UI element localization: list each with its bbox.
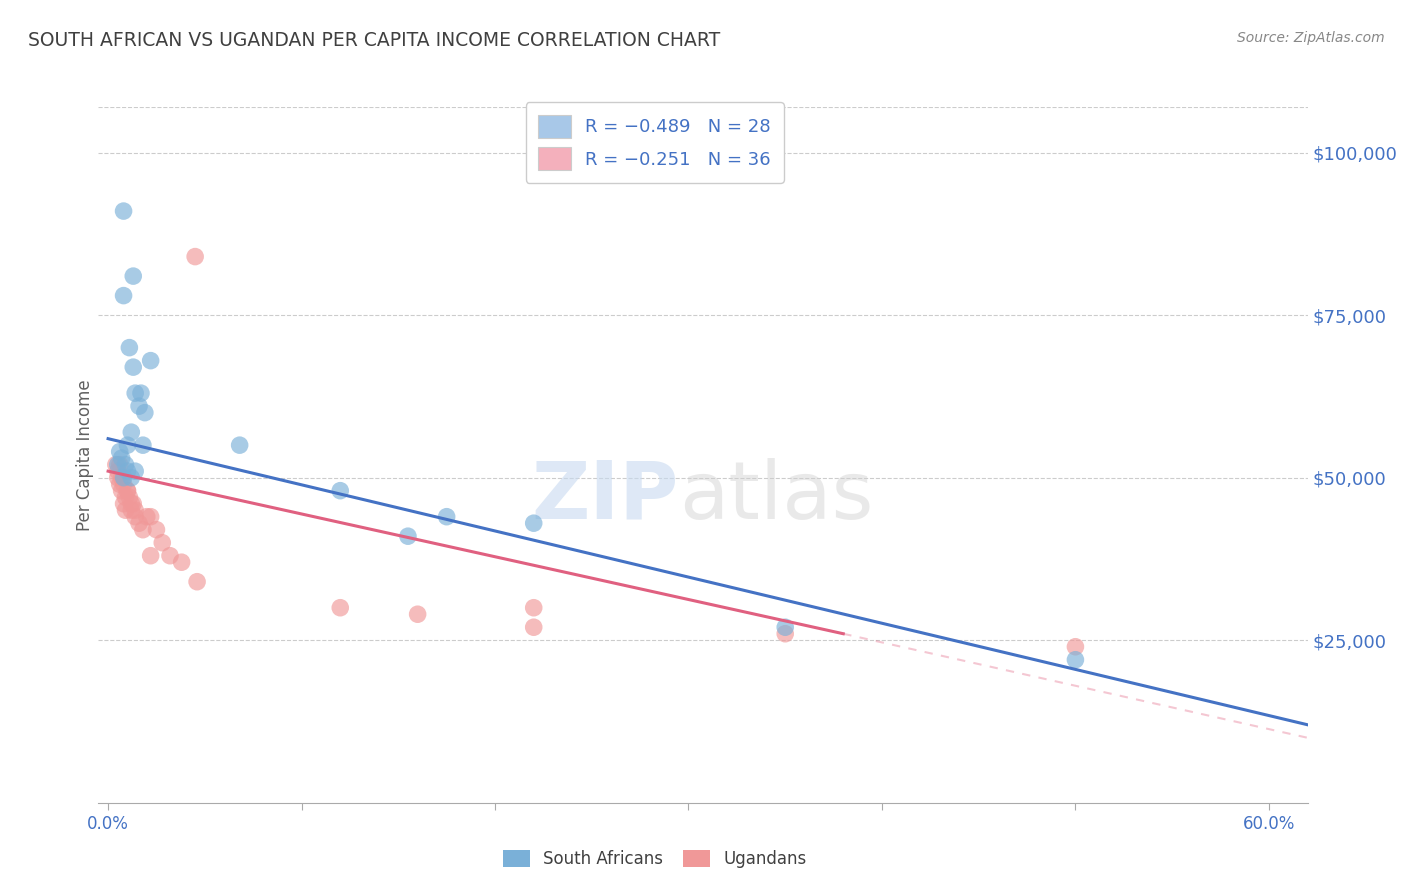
- Text: Source: ZipAtlas.com: Source: ZipAtlas.com: [1237, 31, 1385, 45]
- Point: [117, 483, 139, 498]
- Point: [134, 406, 156, 420]
- Point: [129, 386, 152, 401]
- Point: [523, 516, 546, 531]
- Point: [132, 523, 155, 537]
- Point: [111, 483, 134, 498]
- Point: [118, 490, 141, 504]
- Point: [107, 458, 129, 472]
- Text: ZIP: ZIP: [531, 458, 679, 536]
- Point: [773, 626, 796, 640]
- Point: [111, 451, 134, 466]
- Point: [135, 509, 157, 524]
- Point: [108, 458, 131, 472]
- Point: [139, 509, 162, 524]
- Point: [150, 535, 173, 549]
- Point: [114, 458, 136, 472]
- Point: [329, 600, 352, 615]
- Point: [117, 483, 139, 498]
- Point: [1064, 653, 1087, 667]
- Point: [773, 620, 796, 634]
- Point: [107, 471, 129, 485]
- Point: [114, 490, 136, 504]
- Point: [112, 471, 135, 485]
- Point: [184, 250, 207, 264]
- Point: [114, 503, 136, 517]
- Legend: South Africans, Ugandans: South Africans, Ugandans: [496, 843, 813, 874]
- Point: [186, 574, 208, 589]
- Point: [124, 509, 146, 524]
- Point: [104, 458, 127, 472]
- Point: [112, 497, 135, 511]
- Point: [159, 549, 181, 563]
- Point: [112, 477, 135, 491]
- Text: atlas: atlas: [679, 458, 873, 536]
- Point: [120, 497, 142, 511]
- Point: [396, 529, 419, 543]
- Point: [523, 600, 546, 615]
- Point: [108, 444, 131, 458]
- Point: [117, 438, 139, 452]
- Point: [128, 399, 150, 413]
- Text: SOUTH AFRICAN VS UGANDAN PER CAPITA INCOME CORRELATION CHART: SOUTH AFRICAN VS UGANDAN PER CAPITA INCO…: [28, 31, 720, 50]
- Point: [117, 464, 139, 478]
- Point: [111, 471, 134, 485]
- Point: [120, 425, 142, 439]
- Point: [122, 497, 145, 511]
- Point: [120, 503, 142, 517]
- Point: [329, 483, 352, 498]
- Point: [120, 471, 142, 485]
- Y-axis label: Per Capita Income: Per Capita Income: [76, 379, 94, 531]
- Point: [122, 269, 145, 284]
- Point: [112, 204, 135, 219]
- Point: [124, 464, 146, 478]
- Point: [118, 341, 141, 355]
- Point: [228, 438, 250, 452]
- Point: [107, 464, 129, 478]
- Point: [112, 288, 135, 302]
- Point: [145, 523, 167, 537]
- Point: [128, 516, 150, 531]
- Point: [124, 503, 146, 517]
- Point: [139, 549, 162, 563]
- Point: [406, 607, 429, 622]
- Point: [170, 555, 193, 569]
- Point: [139, 353, 162, 368]
- Point: [108, 477, 131, 491]
- Point: [523, 620, 546, 634]
- Point: [122, 360, 145, 375]
- Point: [436, 509, 458, 524]
- Point: [132, 438, 155, 452]
- Point: [124, 386, 146, 401]
- Point: [1064, 640, 1087, 654]
